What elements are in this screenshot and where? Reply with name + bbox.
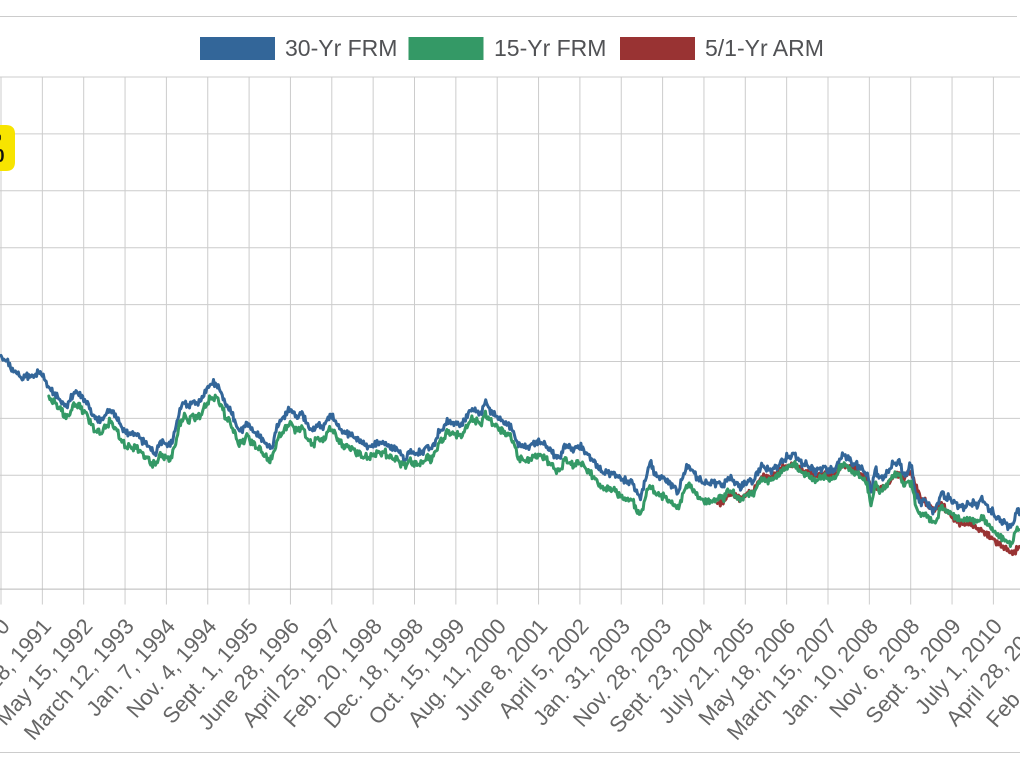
svg-text:30-Yr FRM: 30-Yr FRM <box>285 35 397 61</box>
svg-text:15-Yr FRM: 15-Yr FRM <box>494 35 606 61</box>
svg-text:10.180: 10.180 <box>0 146 5 166</box>
svg-text:Sept. 20, 1990: Sept. 20, 1990 <box>0 133 2 144</box>
svg-text:5/1-Yr ARM: 5/1-Yr ARM <box>705 35 824 61</box>
